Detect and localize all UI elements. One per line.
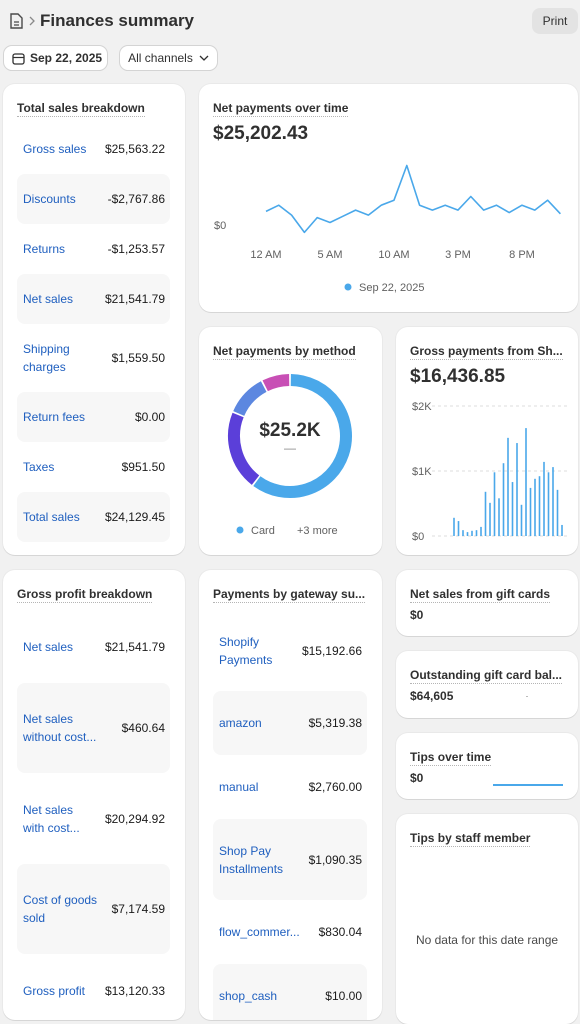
row-value: $7,174.59 [111, 902, 165, 916]
row-value: $21,541.79 [104, 292, 165, 306]
row-label: Net sales without cost... [23, 712, 97, 744]
row-label: Net sales with cost... [23, 803, 80, 835]
row-label: shop_cash [219, 989, 278, 1003]
card-title: Net payments over time [213, 101, 349, 117]
breakdown-row: Net sales $21,541.79 [17, 274, 170, 324]
row-label: amazon [219, 716, 262, 730]
breakdown-row: Net sales without cost... $460.64 [17, 683, 170, 773]
breakdown-row: Cost of goods sold $7,174.59 [17, 864, 170, 954]
date-label: Sep 22, 2025 [30, 51, 103, 65]
channel-label: All channels [128, 51, 193, 65]
row-label: manual [219, 780, 259, 794]
gross-payments-card: Gross payments from Sh... $16,436.85 [396, 327, 578, 555]
breakdown-row: Taxes $951.50 [17, 442, 170, 492]
row-label: Gross sales [23, 142, 87, 156]
row-value: $5,319.38 [308, 716, 362, 730]
card-title: Tips by staff member [410, 831, 531, 847]
breakdown-row: Shopify Payments $15,192.66 [213, 619, 367, 683]
net-payments-method-card: Net payments by method [199, 327, 382, 555]
calendar-icon [12, 52, 25, 65]
row-value: $460.64 [121, 721, 165, 735]
breakdown-row: Shipping charges $1,559.50 [17, 324, 170, 392]
row-value: $1,090.35 [308, 852, 362, 867]
card-title: Outstanding gift card bal... [410, 668, 563, 684]
row-label: flow_commer... [219, 925, 300, 939]
row-value: $13,120.33 [104, 984, 165, 998]
row-value: $2,760.00 [308, 780, 362, 794]
row-value: $20,294.92 [104, 812, 165, 826]
card-value: $0 [410, 771, 424, 785]
row-label: Shop Pay Installments [219, 843, 284, 876]
card-title: Net sales from gift cards [410, 587, 551, 603]
row-value: -$1,253.57 [107, 242, 165, 256]
breakdown-row: Shop Pay Installments $1,090.35 [213, 819, 367, 900]
net-payments-time-card: Net payments over time $25,202.43 [199, 84, 578, 312]
breakdown-row: amazon $5,319.38 [213, 691, 367, 755]
card-total: $25,202.43 [213, 123, 309, 144]
date-picker[interactable]: Sep 22, 2025 [4, 46, 107, 70]
card-title: Total sales breakdown [17, 101, 145, 117]
sparkline [526, 696, 528, 697]
row-label: Returns [23, 242, 66, 256]
breakdown-row: Discounts -$2,767.86 [17, 174, 170, 224]
row-label: Total sales [23, 510, 80, 524]
gift-card-sales-card: Net sales from gift cards $0 [396, 570, 578, 636]
row-label: Return fees [23, 410, 86, 424]
dropdown-chevron [199, 55, 209, 61]
breakdown-row: Net sales with cost... $20,294.92 [17, 774, 170, 864]
row-label: Discounts [23, 192, 76, 206]
card-title: Net payments by method [213, 344, 356, 360]
row-value: $10.00 [325, 989, 362, 1003]
tips-staff-card: Tips by staff member No data for this da… [396, 814, 578, 1024]
row-value: $1,559.50 [111, 351, 165, 365]
row-value: $0.00 [134, 410, 165, 424]
row-label: Cost of goods sold [23, 893, 98, 925]
gateway-card: Payments by gateway su... Shopify Paymen… [199, 570, 382, 1020]
breakdown-row: Gross profit $13,120.33 [17, 966, 170, 1016]
channel-filter[interactable]: All channels [120, 46, 217, 70]
gross-profit-card: Gross profit breakdown Net sales $21,541.… [3, 570, 185, 1020]
row-label: Gross profit [23, 984, 86, 998]
row-value: $21,541.79 [104, 640, 165, 654]
row-value: $830.04 [318, 925, 362, 939]
report-icon [10, 13, 23, 29]
print-button[interactable]: Print [532, 8, 578, 34]
card-title: Gross profit breakdown [17, 587, 153, 603]
breakdown-row: Net sales $21,541.79 [17, 622, 170, 672]
breakdown-row: Total sales $24,129.45 [17, 492, 170, 542]
row-value: $951.50 [121, 460, 165, 474]
breakdown-row: Return fees $0.00 [17, 392, 170, 442]
row-value: $25,563.22 [104, 142, 165, 156]
breakdown-row: Gross sales $25,563.22 [17, 124, 170, 174]
row-label: Net sales [23, 640, 74, 654]
card-total: $16,436.85 [410, 366, 506, 387]
row-value: $15,192.66 [301, 644, 362, 658]
card-title: Payments by gateway su... [213, 587, 366, 603]
breakdown-row: flow_commer... $830.04 [213, 900, 367, 964]
row-value: -$2,767.86 [107, 192, 165, 206]
breakdown-row: manual $2,760.00 [213, 755, 367, 819]
row-label: Net sales [23, 292, 74, 306]
tips-time-card: Tips over time $0 [396, 733, 578, 799]
card-value: $64,605 [410, 689, 454, 703]
card-value: $0 [410, 608, 424, 622]
empty-state: No data for this date range [415, 933, 559, 947]
breadcrumb-chevron [29, 16, 35, 26]
row-label: Shipping charges [23, 342, 70, 374]
row-label: Shopify Payments [219, 635, 273, 667]
total-sales-card: Total sales breakdown Gross sales $25,563… [3, 84, 185, 555]
row-label: Taxes [23, 460, 55, 474]
row-value: $24,129.45 [104, 510, 165, 524]
sparkline [493, 784, 563, 786]
outstanding-gift-card: Outstanding gift card bal... $64,605 [396, 651, 578, 718]
card-title: Gross payments from Sh... [410, 344, 563, 360]
breakdown-row: Returns -$1,253.57 [17, 224, 170, 274]
card-title: Tips over time [410, 750, 492, 766]
breakdown-row: shop_cash $10.00 [213, 964, 367, 1020]
page-title: Finances summary [40, 11, 195, 30]
